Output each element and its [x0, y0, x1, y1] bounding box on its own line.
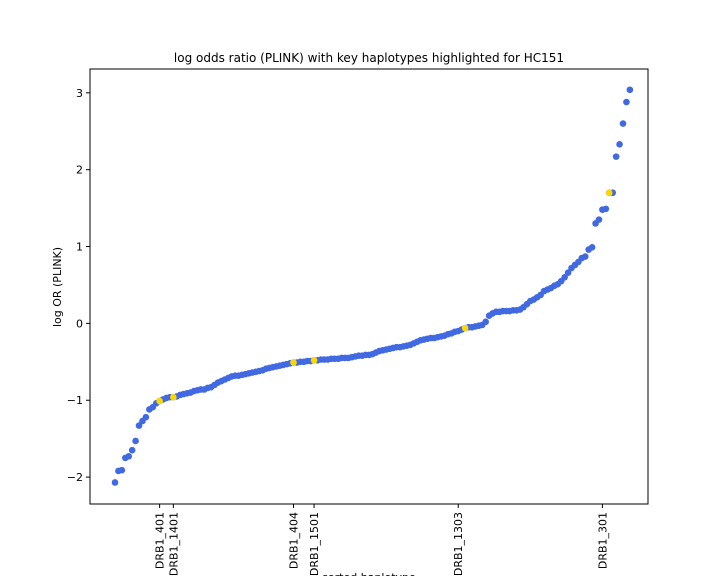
y-tick-label: 0: [76, 317, 83, 330]
point: [564, 269, 572, 276]
point: [581, 253, 589, 260]
point: [602, 205, 610, 213]
point: [125, 453, 133, 460]
point: [588, 244, 596, 251]
x-tick-label: DRB1_1401: [167, 512, 180, 576]
x-axis-label: sorted haplotype: [322, 571, 416, 576]
x-tick-label: DRB1_1303: [452, 512, 465, 576]
point: [623, 98, 630, 106]
point: [595, 216, 603, 223]
point: [461, 324, 469, 332]
point: [135, 422, 143, 429]
point: [561, 273, 568, 281]
point: [290, 359, 297, 366]
point: [128, 446, 136, 454]
point: [156, 397, 163, 405]
point: [310, 356, 318, 364]
x-tick-label: DRB1_404: [287, 512, 300, 569]
point: [132, 437, 139, 445]
point: [482, 318, 490, 326]
x-tick-label: DRB1_1501: [308, 512, 321, 576]
point: [118, 466, 126, 474]
point: [612, 153, 620, 160]
point: [616, 141, 623, 148]
point: [619, 120, 627, 127]
point: [111, 479, 119, 486]
point: [626, 86, 634, 94]
x-tick-label: DRB1_401: [154, 512, 167, 569]
x-tick-label: DRB1_301: [596, 512, 609, 569]
y-tick-label: 3: [76, 87, 83, 100]
point: [605, 189, 613, 197]
plot-frame: [89, 68, 649, 505]
point: [170, 393, 177, 401]
y-axis-label: log OR (PLINK): [51, 247, 64, 327]
chart-title: log odds ratio (PLINK) with key haplotyp…: [174, 51, 564, 65]
point: [142, 413, 150, 421]
y-tick-label: −1: [67, 394, 83, 407]
y-tick-label: −2: [67, 471, 83, 484]
y-tick-label: 1: [76, 241, 83, 254]
y-tick-label: 2: [76, 164, 83, 177]
